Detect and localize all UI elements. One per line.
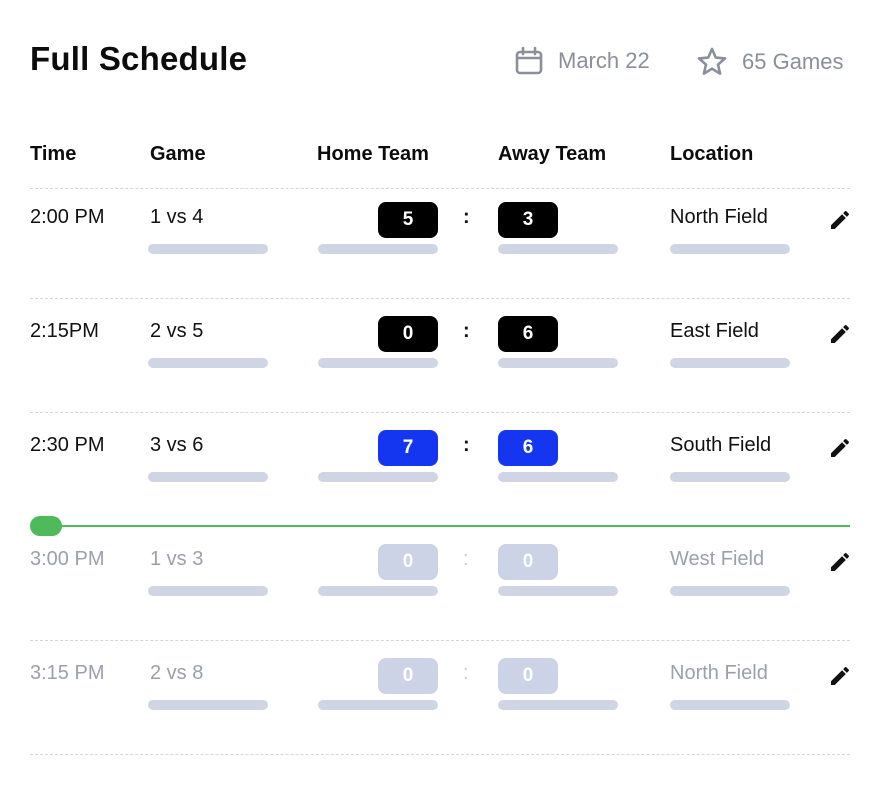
away-progress-bar: [498, 244, 618, 254]
game-time: 3:15 PM: [30, 662, 105, 684]
away-score[interactable]: 6: [498, 430, 558, 466]
game-location: North Field: [670, 662, 768, 684]
home-progress-bar: [318, 358, 438, 368]
date-label: March 22: [558, 48, 650, 73]
schedule-header: Full Schedule March 22 65 Games: [30, 38, 850, 86]
column-header-game: Game: [150, 143, 206, 165]
game-matchup: 1 vs 3: [150, 548, 204, 570]
location-progress-bar: [670, 358, 790, 368]
divider: [30, 298, 850, 299]
game-progress-bar: [148, 358, 268, 368]
star-icon: [696, 46, 728, 78]
game-progress-bar: [148, 586, 268, 596]
divider: [30, 754, 850, 755]
away-score[interactable]: 0: [498, 544, 558, 580]
score-separator: :: [463, 320, 470, 342]
calendar-icon: [514, 46, 544, 76]
column-header-location: Location: [670, 143, 754, 165]
home-score[interactable]: 5: [378, 202, 438, 238]
page-title: Full Schedule: [30, 40, 248, 77]
table-row: 2:15PM 2 vs 5 0 : 6 East Field: [0, 298, 880, 412]
game-progress-bar: [148, 700, 268, 710]
location-progress-bar: [670, 700, 790, 710]
home-score[interactable]: 0: [378, 316, 438, 352]
table-row: 3:15 PM 2 vs 8 0 : 0 North Field: [0, 640, 880, 754]
date-info: March 22: [514, 46, 650, 76]
divider: [30, 188, 850, 189]
games-count-label: 65 Games: [742, 49, 844, 74]
column-header-home-team: Home Team: [317, 143, 429, 165]
home-progress-bar: [318, 700, 438, 710]
game-progress-bar: [148, 244, 268, 254]
game-time: 2:00 PM: [30, 206, 105, 228]
edit-icon[interactable]: [828, 436, 852, 460]
current-time-line: [44, 525, 850, 527]
edit-icon[interactable]: [828, 664, 852, 688]
game-location: West Field: [670, 548, 765, 570]
game-matchup: 2 vs 5: [150, 320, 204, 342]
away-score[interactable]: 0: [498, 658, 558, 694]
score-separator: :: [463, 548, 469, 570]
location-progress-bar: [670, 244, 790, 254]
home-score[interactable]: 0: [378, 658, 438, 694]
score-separator: :: [463, 662, 469, 684]
divider: [30, 640, 850, 641]
game-time: 2:30 PM: [30, 434, 105, 456]
game-matchup: 3 vs 6: [150, 434, 204, 456]
game-location: East Field: [670, 320, 759, 342]
home-score[interactable]: 7: [378, 430, 438, 466]
table-row: 2:30 PM 3 vs 6 7 : 6 South Field: [0, 412, 880, 526]
away-progress-bar: [498, 472, 618, 482]
table-row: 3:00 PM 1 vs 3 0 : 0 West Field: [0, 526, 880, 640]
edit-icon[interactable]: [828, 322, 852, 346]
current-time-marker: [30, 516, 62, 536]
table-row: 2:00 PM 1 vs 4 5 : 3 North Field: [0, 184, 880, 298]
away-progress-bar: [498, 700, 618, 710]
game-location: South Field: [670, 434, 772, 456]
game-location: North Field: [670, 206, 768, 228]
score-separator: :: [463, 206, 470, 228]
game-time: 2:15PM: [30, 320, 99, 342]
game-progress-bar: [148, 472, 268, 482]
away-score[interactable]: 6: [498, 316, 558, 352]
column-header-time: Time: [30, 143, 77, 165]
games-count-info: 65 Games: [696, 46, 844, 78]
game-matchup: 2 vs 8: [150, 662, 204, 684]
column-header-away-team: Away Team: [498, 143, 607, 165]
away-progress-bar: [498, 358, 618, 368]
divider: [30, 412, 850, 413]
away-score[interactable]: 3: [498, 202, 558, 238]
location-progress-bar: [670, 586, 790, 596]
score-separator: :: [463, 434, 470, 456]
game-time: 3:00 PM: [30, 548, 105, 570]
edit-icon[interactable]: [828, 550, 852, 574]
home-progress-bar: [318, 586, 438, 596]
home-progress-bar: [318, 244, 438, 254]
edit-icon[interactable]: [828, 208, 852, 232]
away-progress-bar: [498, 586, 618, 596]
game-matchup: 1 vs 4: [150, 206, 204, 228]
location-progress-bar: [670, 472, 790, 482]
home-score[interactable]: 0: [378, 544, 438, 580]
home-progress-bar: [318, 472, 438, 482]
